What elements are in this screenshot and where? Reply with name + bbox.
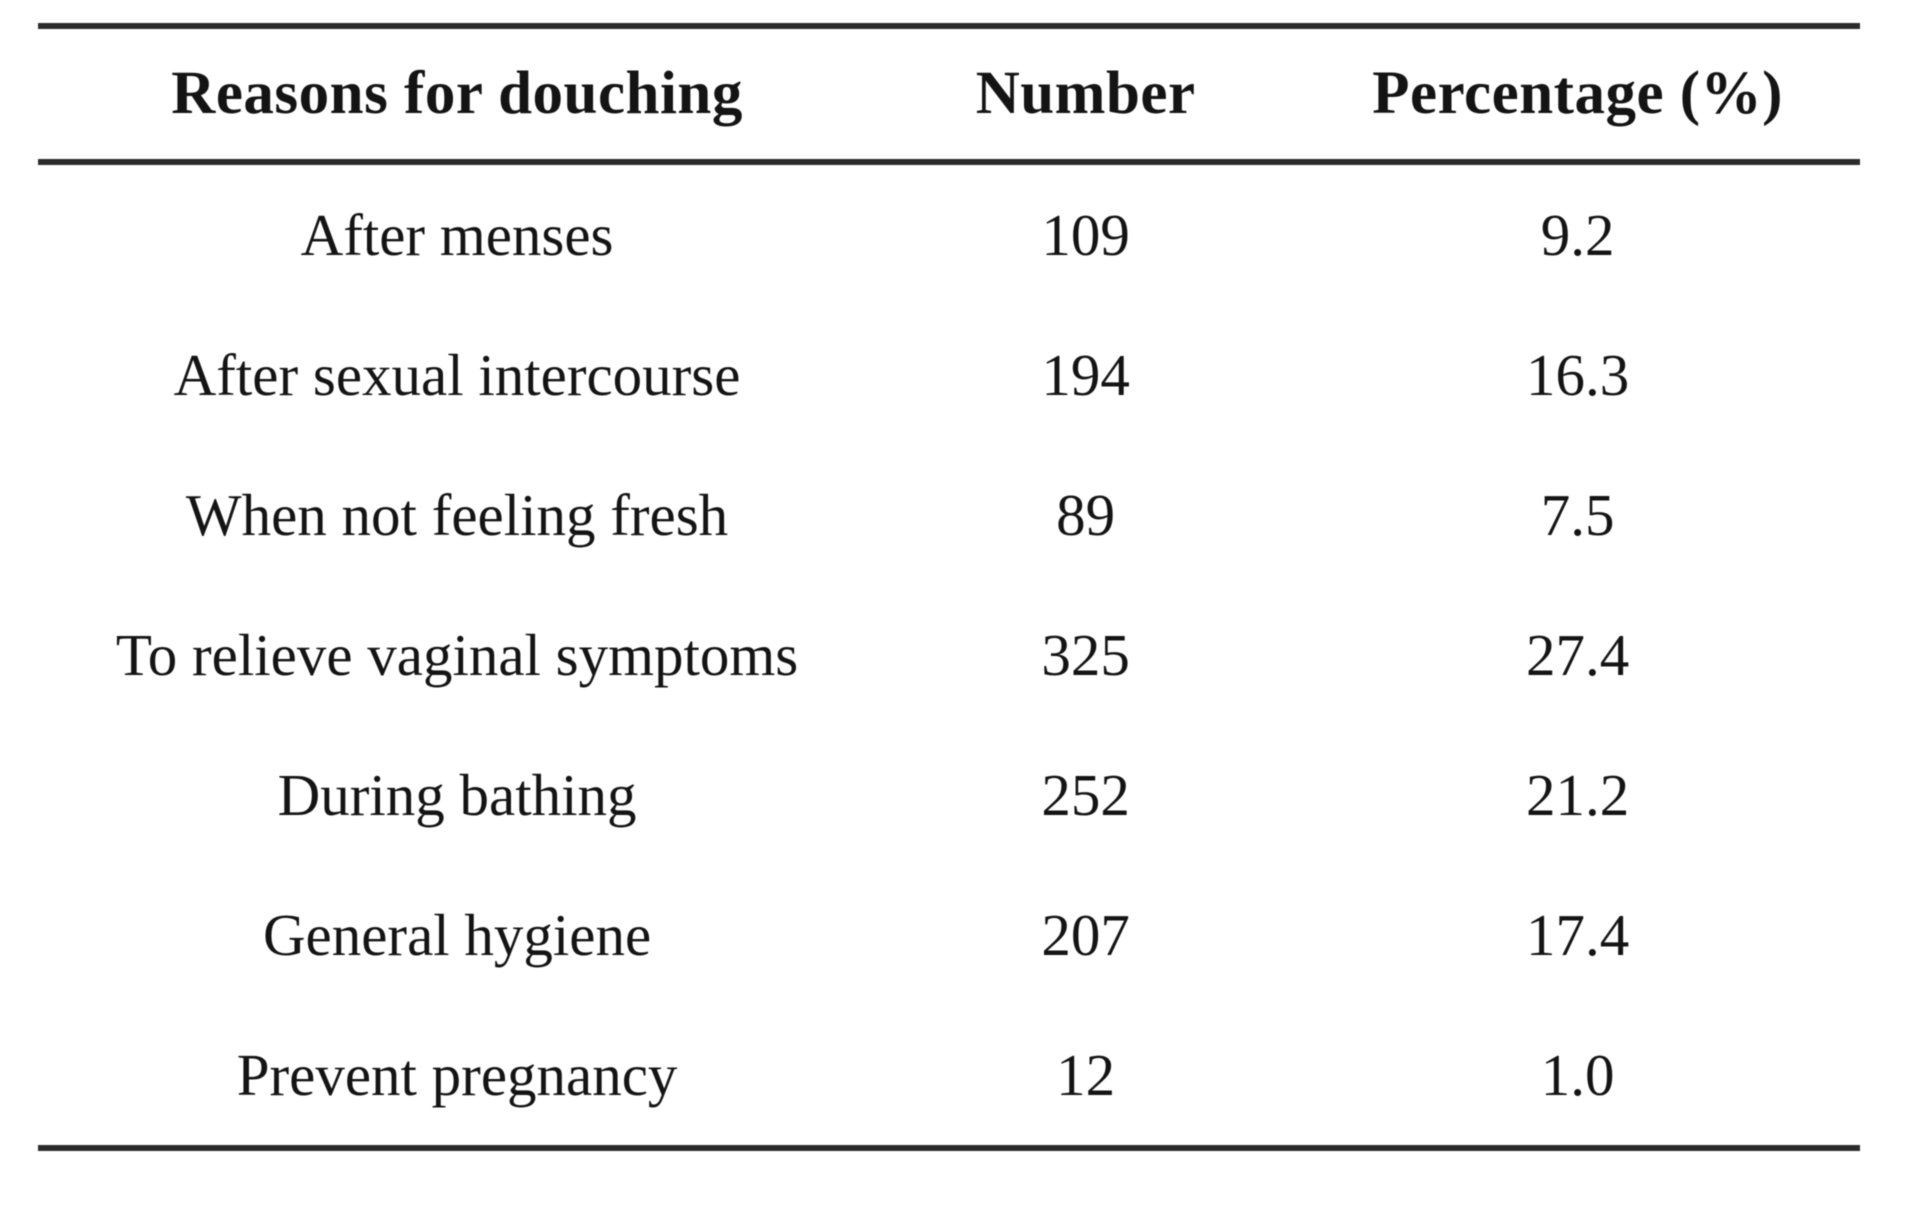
table-row: After sexual intercourse 194 16.3: [38, 305, 1860, 445]
cell-percentage: 27.4: [1525, 621, 1630, 688]
cell-percentage: 21.2: [1525, 761, 1630, 828]
cell-reason: To relieve vaginal symptoms: [115, 621, 799, 688]
cell-number: 207: [1041, 901, 1130, 968]
cell-reason: During bathing: [277, 761, 637, 828]
header-cell-reasons: Reasons for douching: [38, 26, 877, 165]
cell-number: 109: [1041, 201, 1130, 268]
table-row: During bathing 252 21.2: [38, 725, 1860, 865]
cell-reason: General hygiene: [262, 901, 652, 968]
cell-reason: After sexual intercourse: [173, 341, 741, 408]
cell-number: 252: [1041, 761, 1130, 828]
cell-percentage: 1.0: [1540, 1041, 1615, 1108]
header-cell-number: Number: [876, 26, 1296, 165]
cell-number: 89: [1056, 481, 1116, 548]
table-row: After menses 109 9.2: [38, 162, 1860, 305]
header-row: Reasons for douching Number Percentage (…: [38, 26, 1860, 165]
table-row: When not feeling fresh 89 7.5: [38, 445, 1860, 585]
reasons-for-douching-table: Reasons for douching Number Percentage (…: [38, 23, 1860, 1151]
cell-percentage: 7.5: [1540, 481, 1615, 548]
table-row: General hygiene 207 17.4: [38, 865, 1860, 1005]
cell-reason: Prevent pregnancy: [236, 1041, 678, 1108]
cell-percentage: 17.4: [1525, 901, 1630, 968]
cell-number: 325: [1041, 621, 1130, 688]
cell-number: 12: [1056, 1041, 1116, 1108]
header-cell-percentage: Percentage (%): [1295, 26, 1860, 165]
table-row: To relieve vaginal symptoms 325 27.4: [38, 585, 1860, 725]
cell-reason: After menses: [300, 201, 614, 268]
cell-percentage: 16.3: [1525, 341, 1630, 408]
table-row: Prevent pregnancy 12 1.0: [38, 1005, 1860, 1148]
cell-reason: When not feeling fresh: [185, 481, 729, 548]
cell-number: 194: [1041, 341, 1130, 408]
cell-percentage: 9.2: [1540, 201, 1615, 268]
